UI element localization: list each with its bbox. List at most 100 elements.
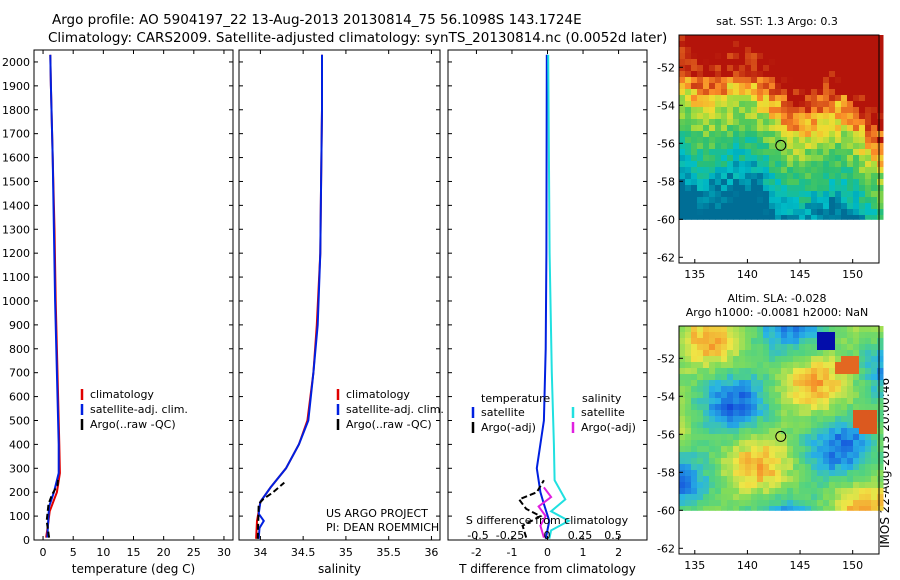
map-cell	[835, 59, 842, 66]
map-cell	[697, 83, 704, 90]
map-cell	[847, 101, 854, 108]
map-cell	[745, 452, 752, 459]
map-cell	[733, 482, 740, 489]
map-cell	[847, 77, 854, 84]
map-cell	[763, 434, 770, 441]
map-cell	[871, 65, 878, 72]
map-cell	[721, 506, 728, 511]
map-cell	[841, 41, 848, 48]
map-cell	[757, 89, 764, 96]
map-cell	[763, 89, 770, 96]
map-cell	[739, 386, 746, 393]
map-cell	[871, 362, 878, 369]
map-cell	[787, 464, 794, 471]
map-cell	[775, 125, 782, 132]
map-cell	[859, 197, 866, 204]
map-cell	[865, 446, 872, 453]
map-cell	[775, 440, 782, 447]
map-cell	[691, 59, 698, 66]
map-cell	[739, 440, 746, 447]
map-cell	[733, 47, 740, 54]
map-cell	[871, 476, 878, 483]
map-cell	[685, 161, 692, 168]
map-cell	[787, 452, 794, 459]
map-cell	[811, 143, 818, 150]
map-cell	[751, 65, 758, 72]
map-cell	[817, 506, 824, 511]
salinity-diff-axis-label: S difference from climatology	[466, 514, 629, 527]
map-cell	[775, 53, 782, 60]
title-line-2: Climatology: CARS2009. Satellite-adjuste…	[48, 30, 668, 46]
map-cell	[775, 155, 782, 162]
map-cell	[799, 101, 806, 108]
map-cell	[877, 137, 884, 144]
map-cell	[757, 350, 764, 357]
map-cell	[835, 215, 842, 220]
map-cell	[793, 143, 800, 150]
map-cell	[865, 416, 872, 423]
map-cell	[679, 41, 686, 48]
map-cell	[757, 344, 764, 351]
map-cell	[697, 416, 704, 423]
map-cell	[763, 65, 770, 72]
map-cell	[751, 209, 758, 216]
map-cell	[733, 350, 740, 357]
map-cell	[775, 464, 782, 471]
map-cell	[877, 53, 884, 60]
map-cell	[769, 191, 776, 198]
map-cell	[727, 65, 734, 72]
map-cell	[799, 77, 806, 84]
map-cell	[715, 155, 722, 162]
map-cell	[745, 416, 752, 423]
map-cell	[799, 506, 806, 511]
map-cell	[787, 137, 794, 144]
map-cell	[697, 500, 704, 507]
map-cell	[871, 374, 878, 381]
map-cell	[829, 332, 836, 339]
map-cell	[835, 392, 842, 399]
map-cell	[871, 356, 878, 363]
map-cell	[775, 368, 782, 375]
map-cell	[799, 41, 806, 48]
map-cell	[679, 197, 686, 204]
map-cell	[817, 107, 824, 114]
map-cell	[721, 71, 728, 78]
map-cell	[739, 344, 746, 351]
map-cell	[835, 77, 842, 84]
map-cell	[739, 155, 746, 162]
map-cell	[817, 83, 824, 90]
series-line-difference-0	[535, 54, 551, 539]
map-cell	[811, 41, 818, 48]
map-cell	[781, 452, 788, 459]
map-cell	[769, 464, 776, 471]
map-cell	[697, 494, 704, 501]
map-cell	[823, 458, 830, 465]
map-cell	[739, 215, 746, 220]
map-cell	[679, 392, 686, 399]
map-cell	[811, 35, 818, 42]
map-cell	[835, 494, 842, 501]
map-cell	[679, 119, 686, 126]
map-cell	[721, 338, 728, 345]
map-cell	[703, 77, 710, 84]
map-cell	[733, 155, 740, 162]
map-cell	[775, 77, 782, 84]
map-cell	[817, 101, 824, 108]
map-cell	[679, 350, 686, 357]
map-cell	[697, 161, 704, 168]
map-cell	[799, 83, 806, 90]
map-cell	[823, 167, 830, 174]
map-cell	[877, 332, 884, 339]
map-cell	[877, 464, 884, 471]
map-cell	[757, 83, 764, 90]
map-cell	[823, 83, 830, 90]
map-cell	[751, 500, 758, 507]
map-cell	[685, 101, 692, 108]
map-cell	[793, 338, 800, 345]
map-cell	[823, 464, 830, 471]
map-cell	[757, 137, 764, 144]
map-cell	[859, 398, 866, 405]
map-cell	[841, 392, 848, 399]
map-cell	[865, 71, 872, 78]
map-cell	[733, 326, 740, 333]
